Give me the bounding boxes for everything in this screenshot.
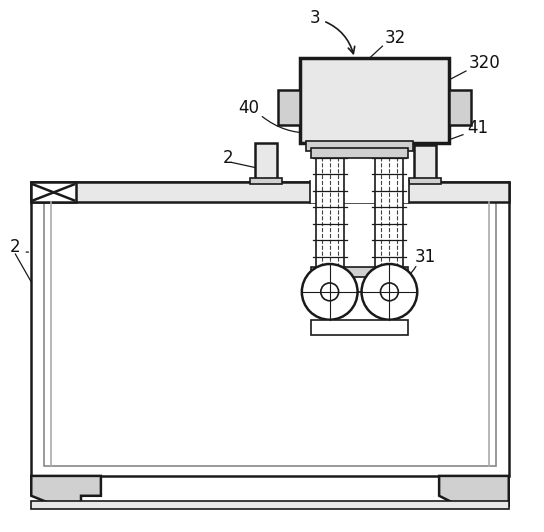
Bar: [311, 147, 409, 157]
Bar: [375, 143, 403, 272]
Bar: [278, 90, 300, 124]
Bar: [316, 143, 344, 272]
Bar: [44, 194, 496, 466]
Polygon shape: [31, 476, 101, 506]
Text: 320: 320: [469, 54, 500, 72]
Bar: [414, 145, 436, 182]
Text: 3: 3: [310, 9, 355, 54]
Bar: [409, 178, 441, 185]
Circle shape: [302, 264, 357, 320]
Polygon shape: [439, 476, 509, 506]
Bar: [310, 181, 409, 203]
Bar: [306, 140, 413, 151]
Text: 32: 32: [385, 29, 406, 47]
Bar: [300, 58, 449, 143]
Bar: [31, 182, 509, 476]
Text: 40: 40: [238, 99, 259, 117]
Bar: [250, 178, 282, 185]
Circle shape: [380, 283, 398, 301]
Bar: [31, 501, 509, 509]
Circle shape: [362, 264, 417, 320]
Text: 2: 2: [9, 238, 20, 256]
Text: 41: 41: [467, 119, 488, 137]
Bar: [311, 320, 409, 335]
Bar: [311, 267, 409, 277]
Bar: [255, 143, 277, 182]
Text: 2: 2: [222, 148, 233, 167]
Bar: [449, 90, 471, 124]
Bar: [31, 182, 509, 202]
Bar: [31, 182, 76, 202]
Circle shape: [321, 283, 338, 301]
Text: 31: 31: [414, 248, 436, 266]
